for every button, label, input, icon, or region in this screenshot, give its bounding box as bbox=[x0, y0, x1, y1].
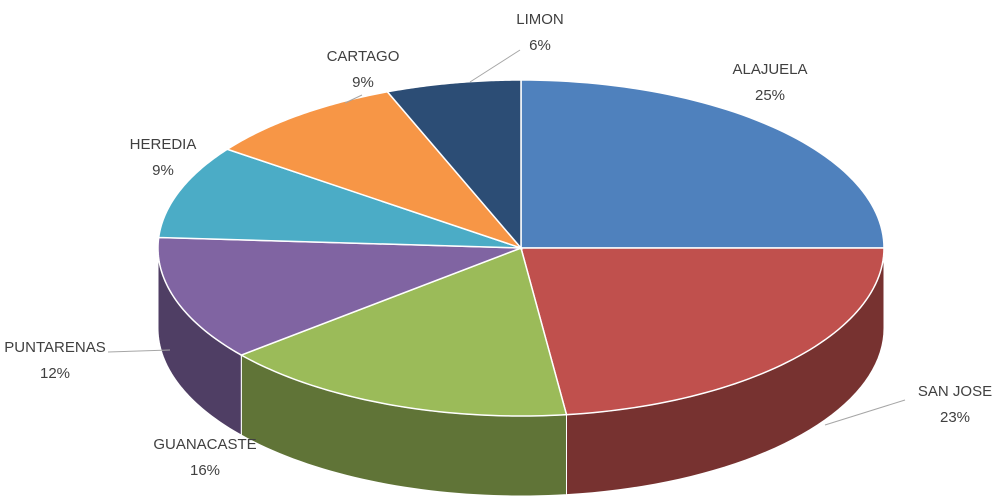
slice-value-label: 9% bbox=[352, 74, 374, 91]
slice-label: GUANACASTE bbox=[153, 436, 256, 453]
slice bbox=[520, 79, 885, 249]
slice-label: PUNTARENAS bbox=[4, 339, 105, 356]
slice-label: CARTAGO bbox=[327, 48, 400, 65]
slice bbox=[385, 79, 522, 251]
slice-value-label: 9% bbox=[152, 162, 174, 179]
leader-line bbox=[824, 399, 906, 426]
slice-label: SAN JOSE bbox=[918, 383, 992, 400]
slice bbox=[239, 247, 568, 417]
slice-value-label: 25% bbox=[755, 87, 785, 104]
slice bbox=[520, 247, 885, 416]
slice bbox=[225, 90, 524, 250]
slice-value-label: 6% bbox=[529, 37, 551, 54]
slice-label: HEREDIA bbox=[130, 136, 197, 153]
slice-value-label: 12% bbox=[40, 365, 70, 382]
slice bbox=[157, 148, 522, 249]
slice-label: ALAJUELA bbox=[732, 61, 807, 78]
slice-value-label: 23% bbox=[940, 409, 970, 426]
leader-line bbox=[469, 49, 521, 83]
leader-line bbox=[344, 94, 363, 104]
leader-line bbox=[107, 349, 171, 353]
slice bbox=[157, 236, 522, 356]
slice-value-label: 16% bbox=[190, 462, 220, 479]
slice-label: LIMON bbox=[516, 11, 564, 28]
